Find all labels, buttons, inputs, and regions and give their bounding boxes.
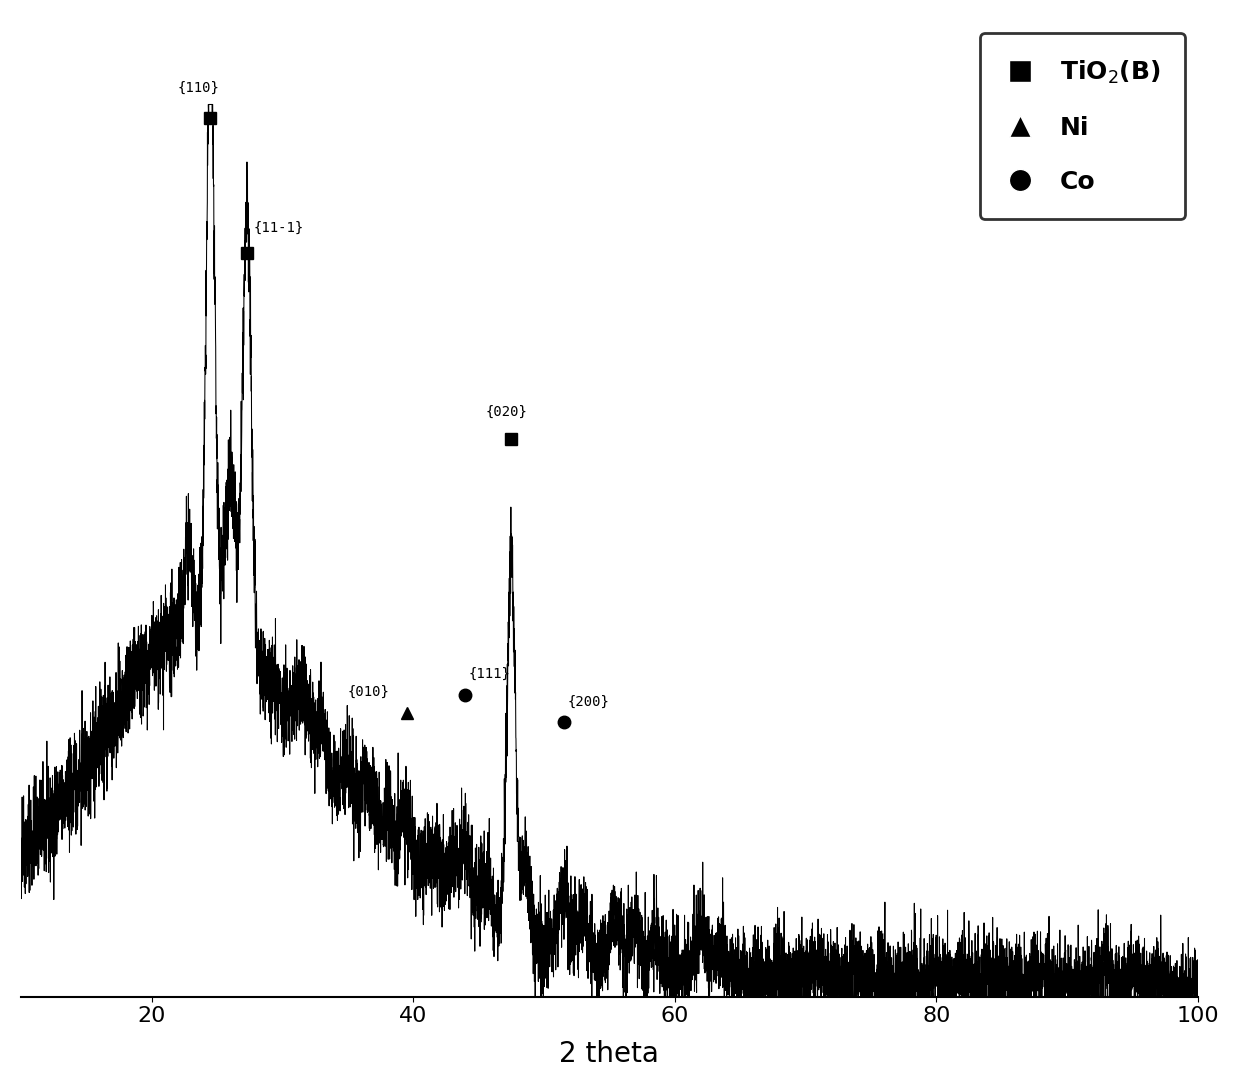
Text: {111}: {111} xyxy=(469,666,510,681)
X-axis label: 2 theta: 2 theta xyxy=(559,1040,660,1068)
Text: {200}: {200} xyxy=(568,695,609,709)
Legend: TiO$_2$(B), Ni, Co: TiO$_2$(B), Ni, Co xyxy=(980,34,1185,219)
Text: {110}: {110} xyxy=(177,82,219,95)
Text: {020}: {020} xyxy=(485,404,527,418)
Text: {010}: {010} xyxy=(347,685,389,699)
Text: {11-1}: {11-1} xyxy=(254,221,304,234)
